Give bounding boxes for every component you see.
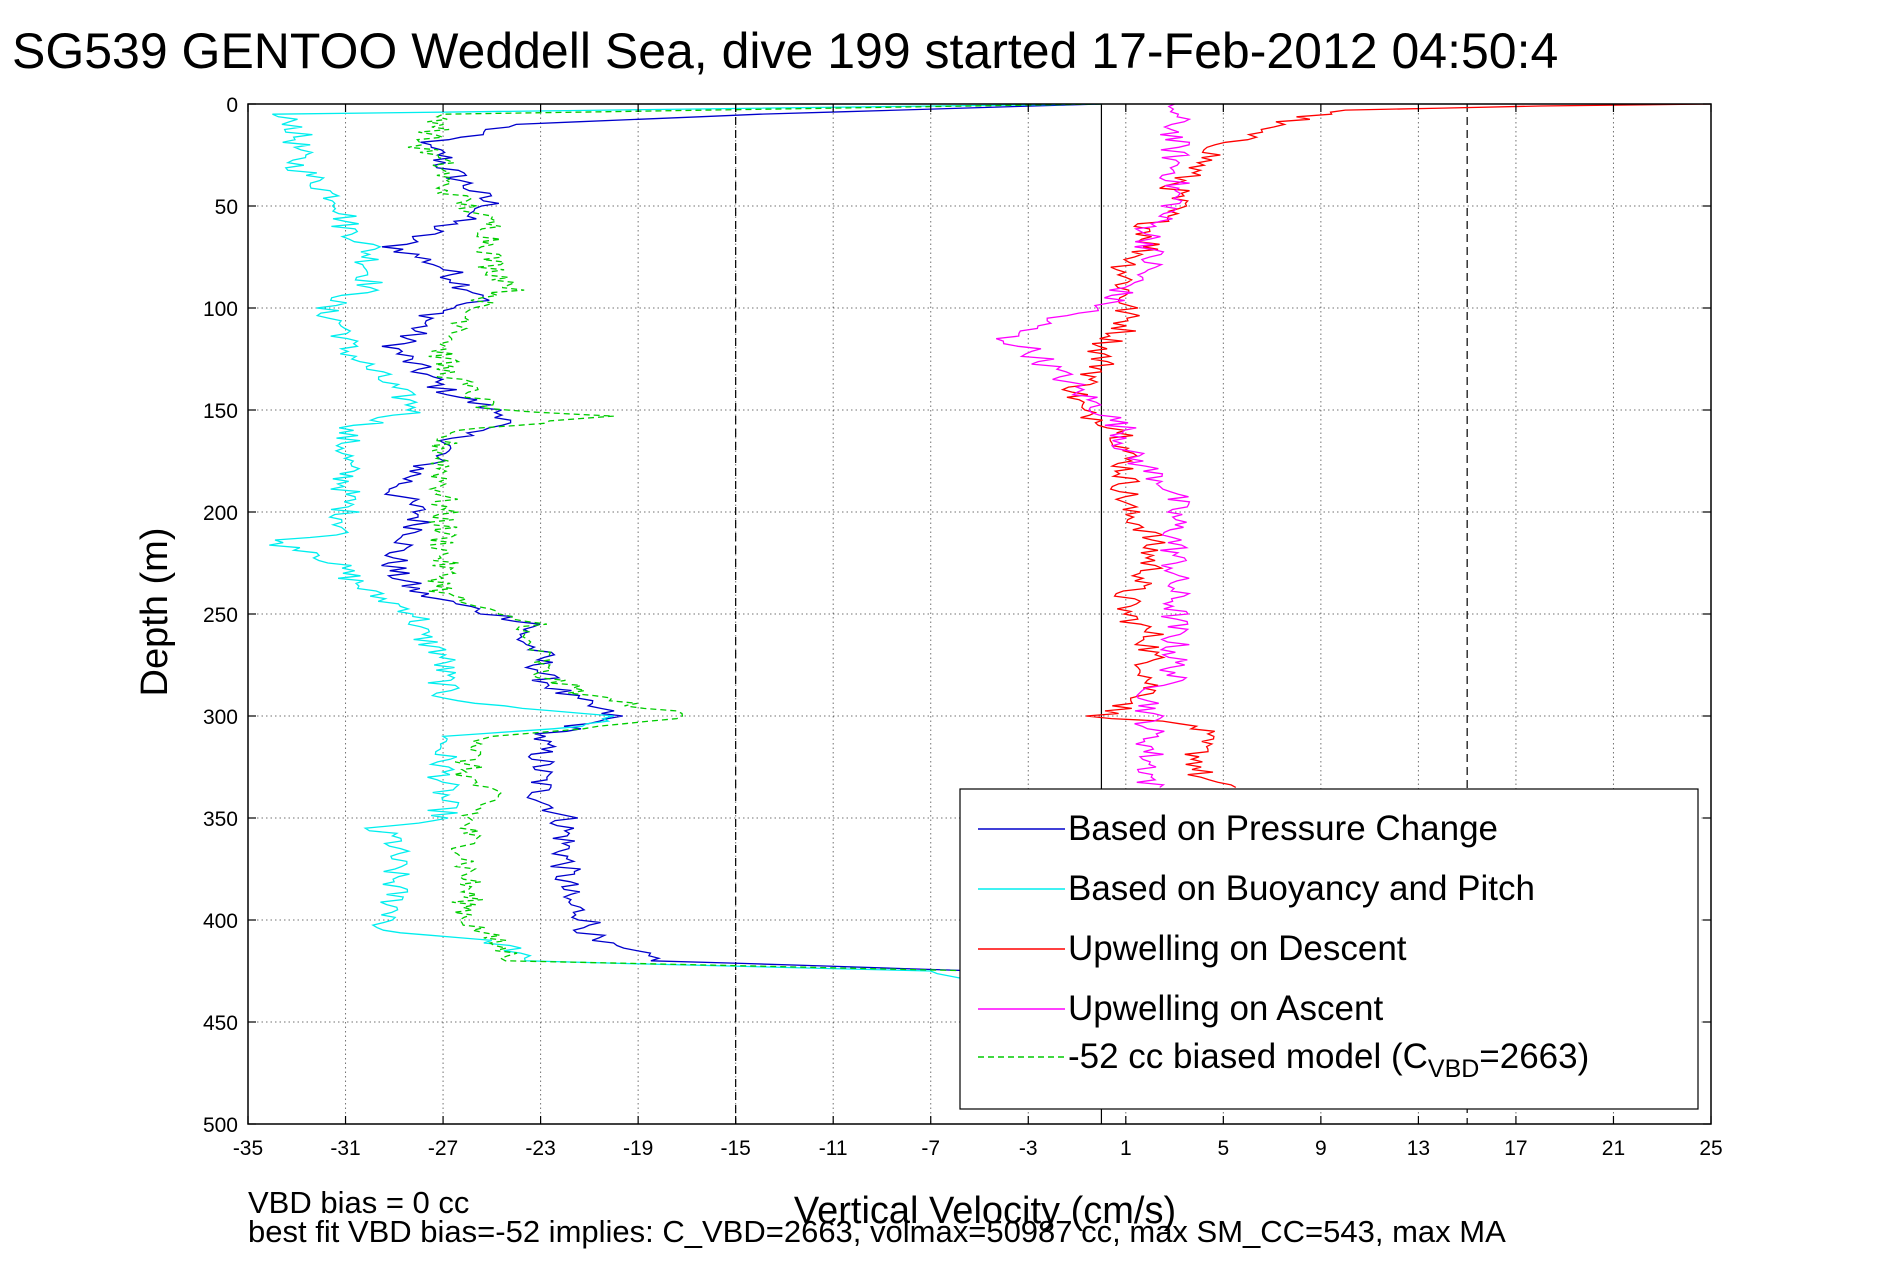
y-tick-label: 100 [203, 298, 238, 321]
x-tick-label: 21 [1602, 1137, 1625, 1160]
y-tick-label: 450 [203, 1012, 238, 1035]
legend-label-4: -52 cc biased model (CVBD=2663) [1068, 1037, 1589, 1083]
best-fit-note: best fit VBD bias=-52 implies: C_VBD=266… [248, 1214, 1506, 1249]
y-tick-label: 350 [203, 808, 238, 831]
series-group [269, 104, 1711, 982]
x-tick-label: 17 [1504, 1137, 1527, 1160]
x-tick-label: 1 [1120, 1137, 1132, 1160]
y-tick-label: 50 [215, 196, 238, 219]
series-line-2 [1060, 104, 1711, 788]
y-tick-label: 500 [203, 1114, 238, 1137]
series-line-4 [407, 104, 1102, 972]
x-axis-label: Vertical Velocity (cm/s) [794, 1190, 1176, 1232]
x-axis-ticks: -35 -31 -27 -23 -19 -15 -11 -7 -3 1 5 9 13 17 21 25 [233, 104, 1723, 1160]
x-tick-label: -7 [921, 1137, 940, 1160]
series-line-0 [381, 104, 1102, 978]
chart-title: SG539 GENTOO Weddell Sea, dive 199 start… [12, 23, 1558, 79]
legend-label-2: Upwelling on Descent [1068, 929, 1407, 968]
series-line-3 [995, 104, 1192, 788]
x-tick-label: 25 [1699, 1137, 1722, 1160]
y-axis-ticks: 0 50 100 150 200 250 300 350 400 450 500 [203, 94, 1711, 1137]
x-tick-label: 9 [1315, 1137, 1327, 1160]
x-tick-label: -23 [525, 1137, 555, 1160]
legend-box [959, 788, 1699, 1110]
x-tick-label: 5 [1217, 1137, 1229, 1160]
x-tick-label: -19 [623, 1137, 653, 1160]
x-tick-label: -11 [819, 1137, 848, 1160]
x-tick-label: 13 [1407, 1137, 1430, 1160]
vbd-bias-note: VBD bias = 0 cc [248, 1185, 469, 1220]
legend-label-3: Upwelling on Ascent [1068, 989, 1383, 1028]
x-tick-label: -3 [1019, 1137, 1038, 1160]
y-axis-label: Depth (m) [134, 528, 176, 697]
legend-label-1: Based on Buoyancy and Pitch [1068, 869, 1535, 908]
x-tick-label: -31 [330, 1137, 360, 1160]
y-tick-label: 0 [226, 94, 238, 117]
x-tick-label: -15 [720, 1137, 750, 1160]
x-tick-label: -35 [233, 1137, 263, 1160]
legend: Based on Pressure Change Based on Buoyanc… [959, 788, 1699, 1110]
legend-label-0: Based on Pressure Change [1068, 809, 1498, 848]
y-tick-label: 150 [203, 400, 238, 423]
y-tick-label: 300 [203, 706, 238, 729]
x-tick-label: -27 [428, 1137, 458, 1160]
y-tick-label: 200 [203, 502, 238, 525]
y-tick-label: 400 [203, 910, 238, 933]
y-tick-label: 250 [203, 604, 238, 627]
series-line-1 [269, 104, 1102, 982]
